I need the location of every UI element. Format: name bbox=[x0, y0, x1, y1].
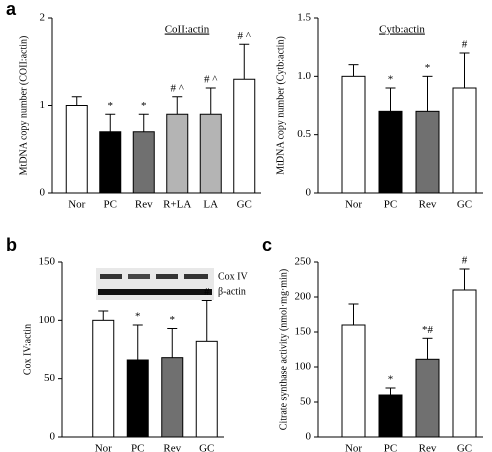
panel-label: b bbox=[6, 235, 17, 255]
bar bbox=[132, 131, 155, 194]
y-tick-label: 2 bbox=[40, 12, 46, 24]
bar bbox=[99, 131, 122, 194]
blot-band bbox=[98, 289, 212, 295]
bar bbox=[415, 358, 440, 438]
x-tick-label: Nor bbox=[95, 443, 112, 452]
annotation: * bbox=[388, 74, 394, 86]
y-tick-label: 150 bbox=[39, 256, 56, 268]
x-tick-label: GC bbox=[199, 443, 214, 452]
x-tick-label: GC bbox=[457, 443, 472, 452]
bar bbox=[166, 113, 189, 194]
y-tick-label: 0 bbox=[50, 431, 56, 443]
y-tick-label: 0 bbox=[40, 187, 46, 199]
y-tick-label: 50 bbox=[300, 396, 312, 408]
y-axis-label: Cox IV:actin bbox=[22, 324, 33, 375]
bar bbox=[452, 289, 477, 438]
bar bbox=[415, 110, 440, 194]
y-tick-label: 150 bbox=[295, 326, 312, 338]
x-tick-label: PC bbox=[131, 443, 144, 452]
y-tick-label: 100 bbox=[295, 361, 312, 373]
bar bbox=[161, 357, 184, 438]
bar bbox=[126, 359, 149, 438]
y-tick-label: 250 bbox=[295, 256, 312, 268]
panel-label: a bbox=[6, 0, 17, 19]
x-tick-label: LA bbox=[203, 199, 218, 211]
annotation: # ^ bbox=[204, 74, 218, 86]
x-tick-label: Rev bbox=[419, 443, 437, 452]
chart-title: CoII:actin bbox=[165, 24, 210, 36]
x-tick-label: PC bbox=[384, 443, 397, 452]
annotation: * bbox=[425, 62, 431, 74]
inset-label: Cox IV bbox=[218, 271, 249, 282]
annotation: * bbox=[135, 311, 141, 323]
x-tick-label: GC bbox=[237, 199, 252, 211]
bar bbox=[452, 87, 477, 194]
blot-inset bbox=[96, 268, 214, 300]
annotation: # bbox=[204, 286, 210, 298]
bar bbox=[92, 319, 115, 438]
bar bbox=[195, 340, 218, 438]
x-tick-label: Nor bbox=[345, 443, 362, 452]
annotation: * bbox=[170, 314, 176, 326]
bar bbox=[341, 324, 366, 438]
inset-label: β-actin bbox=[218, 286, 246, 297]
blot-background bbox=[96, 268, 214, 300]
bar bbox=[233, 78, 256, 194]
annotation: # ^ bbox=[238, 30, 252, 42]
chart-title: Cytb:actin bbox=[379, 24, 425, 36]
x-tick-label: GC bbox=[457, 199, 472, 211]
y-axis-label: MtDNA copy number (COII:actin) bbox=[18, 36, 29, 176]
bar bbox=[341, 75, 366, 194]
bar bbox=[378, 394, 403, 438]
y-tick-label: 200 bbox=[295, 291, 312, 303]
annotation: * bbox=[388, 374, 394, 386]
x-tick-label: Rev bbox=[135, 199, 153, 211]
y-tick-label: 0 bbox=[306, 187, 312, 199]
x-tick-label: Rev bbox=[163, 443, 181, 452]
y-tick-label: 1.0 bbox=[297, 70, 311, 82]
annotation: # bbox=[462, 39, 468, 51]
annotation: * bbox=[108, 100, 114, 112]
y-tick-label: 1.5 bbox=[297, 12, 311, 24]
blot-band bbox=[100, 274, 122, 279]
blot-band bbox=[184, 274, 208, 279]
blot-band bbox=[128, 274, 150, 279]
bar bbox=[378, 110, 403, 194]
blot-band bbox=[156, 274, 178, 279]
x-tick-label: Nor bbox=[68, 199, 85, 211]
y-tick-label: 1 bbox=[40, 99, 46, 111]
x-tick-label: R+LA bbox=[163, 199, 191, 211]
y-tick-label: 0 bbox=[306, 431, 312, 443]
annotation: # ^ bbox=[171, 82, 185, 94]
x-tick-label: PC bbox=[384, 199, 397, 211]
y-tick-label: 0.5 bbox=[297, 128, 311, 140]
y-tick-label: 100 bbox=[39, 314, 56, 326]
y-axis-label: Citrate synthase activity (nmol·mg·min) bbox=[278, 269, 289, 430]
annotation: # bbox=[462, 255, 468, 267]
bar bbox=[65, 105, 88, 194]
panel-label: c bbox=[262, 235, 272, 255]
x-tick-label: Rev bbox=[419, 199, 437, 211]
y-axis-label: MtDNA copy number (Cytb:actin) bbox=[275, 36, 286, 175]
annotation: *# bbox=[422, 324, 434, 336]
x-tick-label: PC bbox=[104, 199, 117, 211]
annotation: * bbox=[141, 100, 147, 112]
bar bbox=[199, 113, 222, 194]
y-tick-label: 50 bbox=[44, 372, 56, 384]
x-tick-label: Nor bbox=[345, 199, 362, 211]
